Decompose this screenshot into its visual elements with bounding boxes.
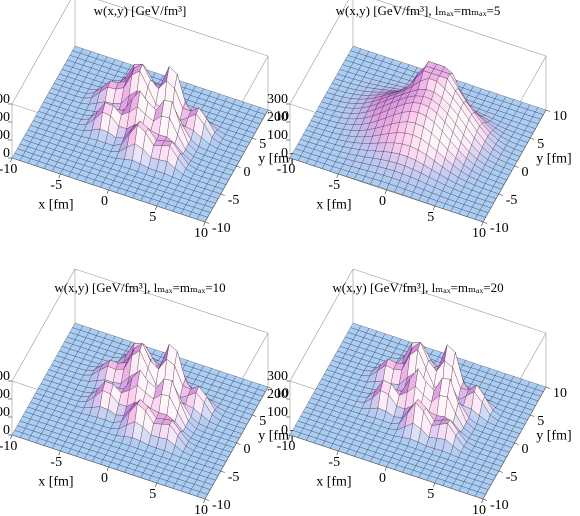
y-tick bbox=[483, 499, 487, 501]
y-tick bbox=[530, 415, 534, 417]
z-tick-label: 100 bbox=[267, 128, 288, 143]
x-tick-label: -10 bbox=[0, 162, 17, 177]
z-tick-label: 300 bbox=[0, 92, 10, 107]
y-tick bbox=[546, 110, 550, 112]
y-tick bbox=[205, 499, 209, 501]
z-tick-label: 300 bbox=[267, 369, 288, 384]
z-tick-label: 100 bbox=[0, 405, 10, 420]
z-tick-label: 100 bbox=[0, 128, 10, 143]
chart-title: w(x,y) [GeV/fm³], lₘₐₓ=mₘₐₓ=20 bbox=[332, 280, 503, 295]
y-tick-label: -5 bbox=[506, 470, 518, 485]
z-tick-label: 200 bbox=[267, 387, 288, 402]
x-axis-label: x [fm] bbox=[38, 474, 73, 489]
box-edge bbox=[75, 269, 268, 333]
y-tick-label: 5 bbox=[259, 414, 266, 429]
chart-title: w(x,y) [GeV/fm³], lₘₐₓ=mₘₐₓ=10 bbox=[54, 280, 225, 295]
y-tick-label: 0 bbox=[522, 165, 529, 180]
y-tick bbox=[252, 138, 256, 140]
x-tick-label: 0 bbox=[379, 194, 386, 209]
y-tick-label: 5 bbox=[537, 414, 544, 429]
y-tick bbox=[221, 194, 225, 196]
x-tick-label: -5 bbox=[50, 455, 62, 470]
y-tick bbox=[221, 471, 225, 473]
y-tick-label: 10 bbox=[553, 109, 567, 124]
x-tick-label: -5 bbox=[328, 178, 340, 193]
z-tick-label: 0 bbox=[3, 146, 10, 161]
y-tick bbox=[499, 471, 503, 473]
y-tick bbox=[483, 222, 487, 224]
x-tick-label: 10 bbox=[194, 226, 208, 241]
x-tick-label: -10 bbox=[0, 439, 17, 454]
x-tick-label: 0 bbox=[101, 194, 108, 209]
z-tick-label: 200 bbox=[267, 110, 288, 125]
z-tick-label: 100 bbox=[267, 405, 288, 420]
x-axis-label: x [fm] bbox=[316, 197, 351, 212]
z-tick-label: 0 bbox=[281, 423, 288, 438]
y-tick bbox=[237, 166, 241, 168]
y-tick-label: 10 bbox=[553, 386, 567, 401]
y-tick bbox=[515, 166, 519, 168]
box-edge bbox=[353, 269, 546, 333]
chart-title: w(x,y) [GeV/fm³] bbox=[94, 3, 187, 18]
y-tick bbox=[546, 387, 550, 389]
y-tick-label: 0 bbox=[244, 165, 251, 180]
y-tick-label: -5 bbox=[228, 470, 240, 485]
x-axis-label: x [fm] bbox=[38, 197, 73, 212]
x-tick-label: 0 bbox=[379, 471, 386, 486]
chart-title: w(x,y) [GeV/fm³], lₘₐₓ=mₘₐₓ=5 bbox=[336, 3, 501, 18]
y-tick-label: -5 bbox=[506, 193, 518, 208]
x-tick-label: 0 bbox=[101, 471, 108, 486]
y-tick bbox=[237, 443, 241, 445]
y-axis-label: y [fm] bbox=[536, 151, 571, 166]
y-tick-label: 5 bbox=[537, 137, 544, 152]
z-tick-label: 300 bbox=[0, 369, 10, 384]
x-tick-label: 5 bbox=[149, 210, 156, 225]
x-tick-label: 10 bbox=[472, 503, 486, 516]
y-tick bbox=[530, 138, 534, 140]
z-tick-label: 0 bbox=[3, 423, 10, 438]
y-tick-label: -10 bbox=[490, 498, 509, 513]
y-tick-label: -10 bbox=[212, 221, 231, 236]
y-tick bbox=[205, 222, 209, 224]
figure: -10-50510-10-505100100200300w(x,y) [GeV/… bbox=[0, 0, 580, 516]
y-tick-label: -5 bbox=[228, 193, 240, 208]
y-tick-label: -10 bbox=[212, 498, 231, 513]
x-tick-label: -5 bbox=[50, 178, 62, 193]
x-tick-label: 5 bbox=[149, 487, 156, 502]
y-tick-label: 0 bbox=[522, 442, 529, 457]
z-tick-label: 0 bbox=[281, 146, 288, 161]
y-tick bbox=[515, 443, 519, 445]
z-tick-label: 200 bbox=[0, 387, 10, 402]
x-tick-label: -5 bbox=[328, 455, 340, 470]
x-tick-label: 5 bbox=[427, 210, 434, 225]
x-tick-label: -10 bbox=[277, 162, 296, 177]
y-tick bbox=[252, 415, 256, 417]
y-tick-label: -10 bbox=[490, 221, 509, 236]
z-tick-label: 300 bbox=[267, 92, 288, 107]
y-tick-label: 0 bbox=[244, 442, 251, 457]
x-tick-label: 10 bbox=[472, 226, 486, 241]
x-axis-label: x [fm] bbox=[316, 474, 351, 489]
x-tick-label: 5 bbox=[427, 487, 434, 502]
x-tick-label: 10 bbox=[194, 503, 208, 516]
z-tick-label: 200 bbox=[0, 110, 10, 125]
x-tick-label: -10 bbox=[277, 439, 296, 454]
y-tick bbox=[499, 194, 503, 196]
y-axis-label: y [fm] bbox=[536, 428, 571, 443]
y-tick-label: 5 bbox=[259, 137, 266, 152]
